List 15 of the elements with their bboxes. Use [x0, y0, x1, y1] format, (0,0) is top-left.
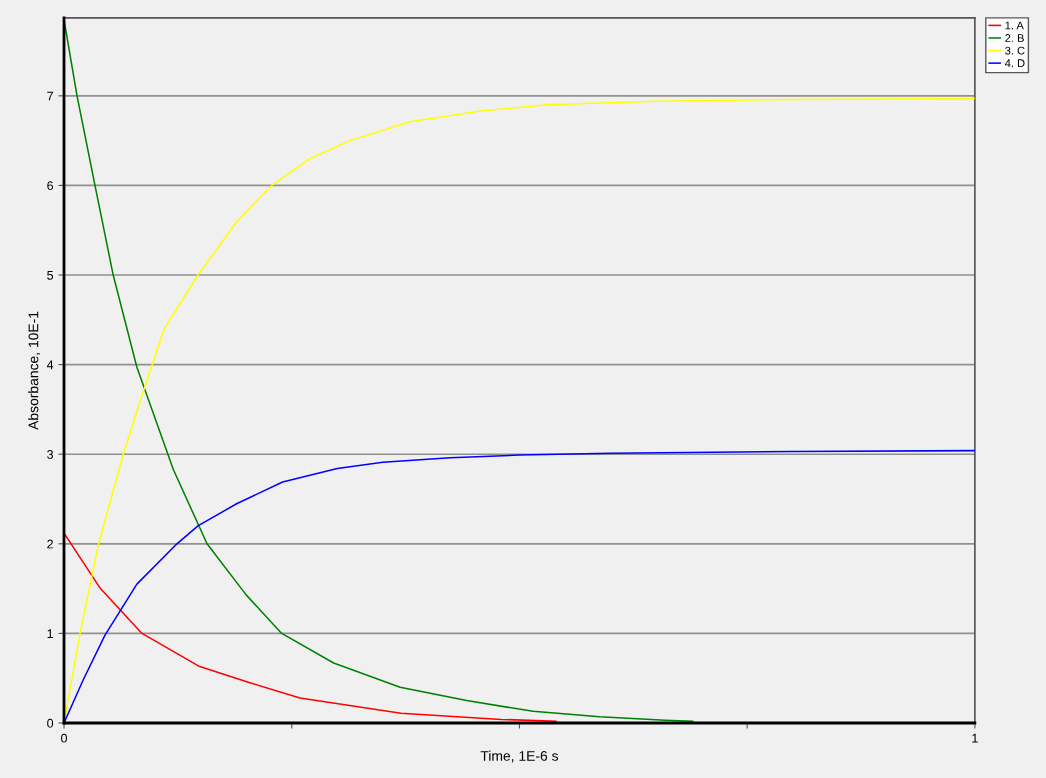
y-tick-label: 5 — [47, 270, 54, 280]
legend-label: 3. C — [1005, 46, 1025, 55]
line-series — [64, 532, 557, 722]
y-axis-title: Absorbance, 10E-1 — [28, 311, 40, 430]
legend-label: 1. A — [1005, 21, 1024, 30]
legend-label: 4. D — [1004, 59, 1025, 68]
legend-label: 2. B — [1005, 34, 1024, 42]
x-axis-title: Time, 1E-6 s — [480, 750, 559, 763]
y-tick-label: 4 — [46, 360, 54, 370]
y-tick-label: 7 — [47, 91, 53, 101]
y-tick-label: 3 — [47, 450, 54, 459]
y-tick-label: 2 — [47, 539, 53, 549]
y-tick-label: 1 — [47, 629, 53, 638]
y-tick-label: 0 — [47, 718, 54, 728]
y-tick-label: 6 — [47, 181, 54, 191]
